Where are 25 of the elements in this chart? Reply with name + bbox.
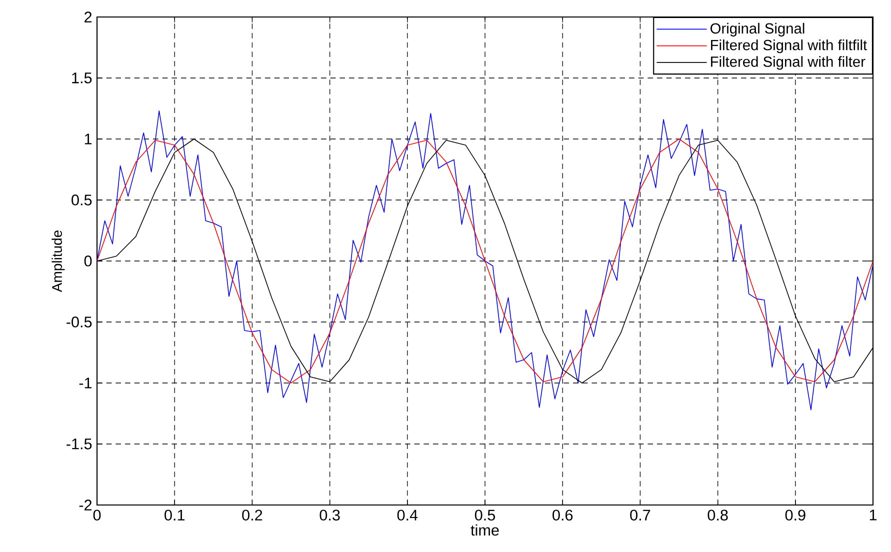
- x-tick-label: 0.7: [630, 510, 650, 521]
- y-tick-label: -1: [79, 378, 92, 388]
- x-tick-label: 0.1: [164, 510, 185, 521]
- y-tick-label: 1.5: [72, 72, 92, 84]
- legend-label: Original Signal: [710, 22, 804, 37]
- x-tick-label: 0: [93, 510, 101, 521]
- x-tick-label: 0.5: [474, 510, 496, 521]
- x-tick-label: 0.6: [552, 510, 573, 521]
- x-tick-label: 0.2: [242, 510, 262, 521]
- y-tick-label: 2: [84, 12, 92, 22]
- x-tick-label: 1: [870, 510, 877, 520]
- y-tick-label: 0: [84, 256, 92, 266]
- y-tick-label: -2: [79, 500, 92, 510]
- legend-label: Filtered Signal with filter: [711, 56, 866, 70]
- y-tick-label: -1.5: [66, 438, 92, 450]
- x-tick-label: 0.4: [397, 510, 418, 521]
- legend-label: Filtered Signal with filtfilt: [711, 39, 867, 54]
- y-tick-label: -0.5: [66, 316, 92, 328]
- y-tick-label: 1: [84, 134, 92, 144]
- x-tick-label: 0.8: [708, 510, 728, 521]
- x-tick-label: 0.9: [785, 510, 806, 521]
- x-tick-label: 0.3: [320, 510, 340, 521]
- x-axis-title: time: [470, 524, 499, 536]
- y-axis-title: Amplitude: [52, 230, 65, 292]
- y-tick-label: 0.5: [72, 194, 92, 206]
